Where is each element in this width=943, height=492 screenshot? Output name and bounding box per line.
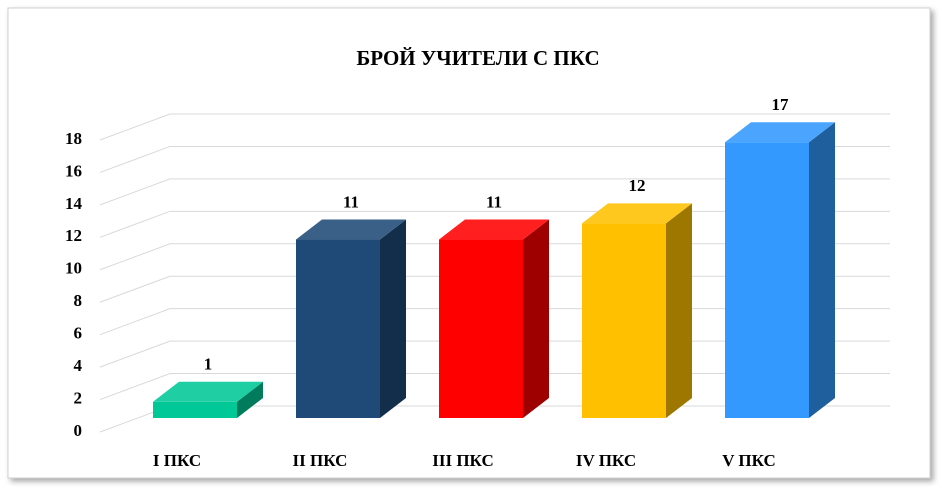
y-tick-label: 18 bbox=[65, 129, 82, 148]
bar bbox=[582, 223, 666, 418]
bar bbox=[153, 401, 237, 418]
value-label: 11 bbox=[343, 192, 359, 211]
value-label: 11 bbox=[486, 192, 502, 211]
x-tick-label: V ПКС bbox=[722, 451, 776, 470]
bar-top bbox=[296, 219, 406, 240]
x-tick-label: I ПКС bbox=[153, 451, 201, 470]
y-tick-label: 14 bbox=[65, 194, 83, 213]
bar-top bbox=[582, 203, 692, 224]
y-tick-label: 4 bbox=[74, 356, 83, 375]
grid-line bbox=[99, 178, 890, 206]
bar-top bbox=[153, 381, 263, 402]
y-tick-label: 8 bbox=[74, 291, 83, 310]
bar-side bbox=[380, 219, 406, 418]
grid-line bbox=[99, 113, 890, 141]
y-tick-label: 6 bbox=[74, 324, 83, 343]
chart-title: БРОЙ УЧИТЕЛИ С ПКС bbox=[356, 46, 599, 70]
bar-side bbox=[666, 203, 692, 418]
bar-side bbox=[523, 219, 549, 418]
y-tick-label: 10 bbox=[65, 259, 82, 278]
bar bbox=[725, 142, 809, 418]
y-tick-label: 16 bbox=[65, 161, 82, 180]
value-label: 17 bbox=[772, 95, 790, 114]
bar-top bbox=[725, 122, 835, 143]
bar-side bbox=[809, 122, 835, 418]
bar bbox=[439, 239, 523, 418]
y-tick-label: 2 bbox=[74, 388, 83, 407]
y-tick-label: 0 bbox=[74, 421, 83, 440]
bar-side bbox=[237, 381, 263, 418]
bar-top bbox=[439, 219, 549, 240]
value-label: 1 bbox=[204, 355, 213, 374]
x-tick-label: III ПКС bbox=[432, 451, 494, 470]
bar bbox=[296, 239, 380, 418]
y-tick-label: 12 bbox=[65, 226, 82, 245]
x-tick-label: IV ПКС bbox=[576, 451, 636, 470]
value-label: 12 bbox=[629, 176, 646, 195]
x-tick-label: II ПКС bbox=[293, 451, 348, 470]
grid-line bbox=[99, 145, 890, 173]
